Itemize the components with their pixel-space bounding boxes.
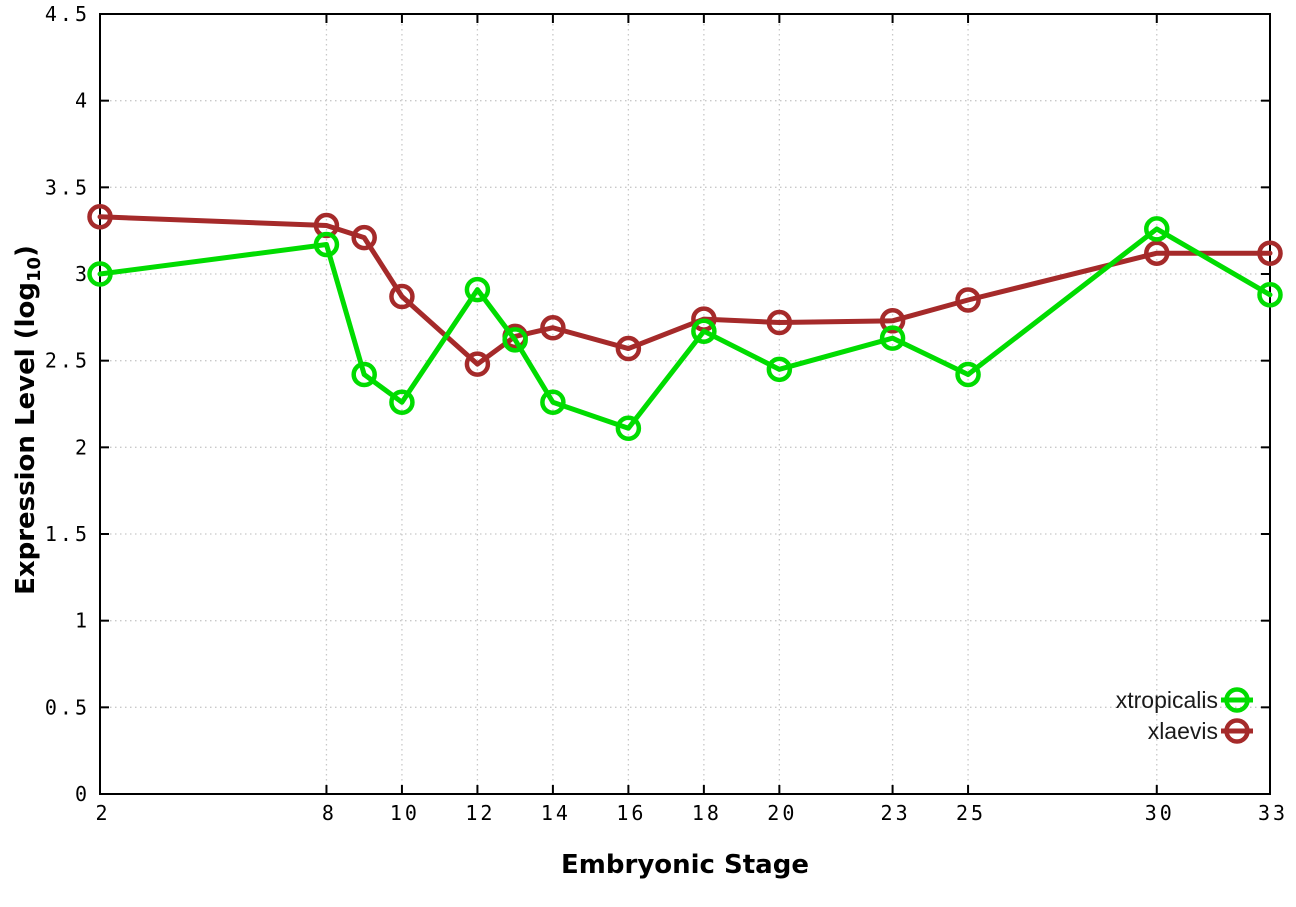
legend-label-xlaevis: xlaevis bbox=[1148, 718, 1218, 744]
y-tick-label: 4.5 bbox=[45, 2, 90, 26]
plot-border bbox=[99, 13, 1271, 795]
y-axis-title-subscript: 10 bbox=[24, 256, 46, 283]
series-xtropicalis-point bbox=[766, 356, 793, 383]
y-axis-title: Expression Level (log10) bbox=[11, 245, 45, 595]
y-tick-label: 1 bbox=[75, 609, 90, 633]
x-tick-label: 23 bbox=[881, 801, 911, 825]
y-axis-title-suffix: ) bbox=[10, 245, 41, 257]
x-tick-label: 25 bbox=[956, 801, 986, 825]
series-xlaevis-point bbox=[464, 351, 491, 377]
y-axis-title-text: Expression Level (log bbox=[10, 282, 41, 595]
x-tick-label: 2 bbox=[95, 801, 110, 825]
series-xtropicalis-point bbox=[540, 389, 566, 416]
series-xtropicalis-point bbox=[615, 415, 642, 442]
series-xlaevis-point bbox=[1257, 240, 1283, 266]
series-xtropicalis-point bbox=[87, 261, 113, 287]
series-xlaevis-line bbox=[97, 214, 1273, 367]
series-xtropicalis-point bbox=[1257, 282, 1283, 308]
y-tick-label: 3.5 bbox=[45, 175, 90, 199]
series-xtropicalis-point bbox=[1144, 216, 1170, 242]
x-tick-label: 20 bbox=[767, 801, 797, 825]
series-xtropicalis-point bbox=[351, 361, 377, 388]
series-xlaevis-point bbox=[389, 283, 415, 310]
y-tick-label: 0 bbox=[75, 782, 90, 806]
series-xtropicalis-point bbox=[955, 361, 981, 388]
series-xlaevis-point bbox=[87, 204, 113, 230]
x-tick-label: 8 bbox=[322, 801, 337, 825]
x-tick-label: 18 bbox=[692, 801, 722, 825]
legend-marker-xlaevis bbox=[1224, 718, 1250, 744]
series-xtropicalis-point bbox=[879, 325, 906, 351]
series-xlaevis-point bbox=[351, 224, 377, 251]
series-xlaevis-point bbox=[879, 308, 906, 334]
x-tick-label: 16 bbox=[616, 801, 646, 825]
x-tick-label: 30 bbox=[1145, 801, 1175, 825]
series-xtropicalis-point bbox=[502, 327, 528, 353]
x-tick-label: 33 bbox=[1258, 801, 1288, 825]
y-tick-label: 4 bbox=[75, 89, 90, 113]
series-xtropicalis-line bbox=[97, 226, 1273, 431]
series-xtropicalis-point bbox=[464, 276, 491, 303]
y-tick-label: 0.5 bbox=[45, 695, 90, 719]
series-xtropicalis-point bbox=[313, 231, 340, 258]
series-xlaevis-point bbox=[766, 309, 793, 336]
x-axis-title: Embryonic Stage bbox=[561, 850, 809, 880]
series-xtropicalis-point bbox=[691, 318, 717, 344]
y-tick-label: 2 bbox=[75, 435, 90, 459]
y-tick-label: 3 bbox=[75, 262, 90, 286]
x-tick-label: 14 bbox=[541, 801, 571, 825]
x-tick-label: 12 bbox=[465, 801, 495, 825]
series-xlaevis-point bbox=[615, 335, 642, 362]
y-tick-label: 2.5 bbox=[45, 349, 90, 373]
series-xlaevis-point bbox=[1144, 240, 1170, 266]
legend-label-xtropicalis: xtropicalis bbox=[1116, 687, 1218, 713]
series-xlaevis-point bbox=[540, 314, 566, 341]
legend-marker-xtropicalis bbox=[1224, 687, 1250, 713]
series-xlaevis-point bbox=[955, 287, 981, 313]
x-tick-label: 10 bbox=[390, 801, 420, 825]
y-tick-label: 1.5 bbox=[45, 522, 90, 546]
series-xtropicalis-point bbox=[389, 389, 415, 416]
